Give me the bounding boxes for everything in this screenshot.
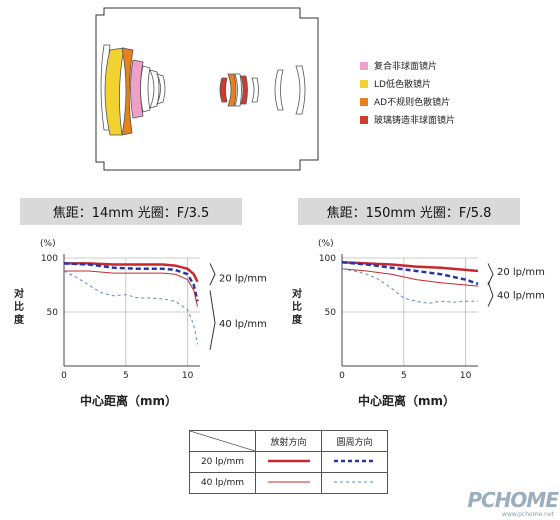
right-x-tick-10: 10: [460, 371, 472, 381]
right-x-tick-0: 0: [339, 371, 345, 381]
lens-legend-ld: LD低色散镜片: [360, 77, 431, 90]
right-bracket-20lp: [487, 263, 494, 286]
lens-barrel-outline: [95, 7, 319, 171]
right-series-1: [341, 261, 479, 286]
left-y-tick-100: 100: [41, 254, 58, 264]
right-y-tick-100: 100: [319, 254, 336, 264]
left-x-tick-5: 5: [123, 371, 129, 381]
left-x-axis-title: 中心距离（mm）: [80, 394, 178, 408]
left-x-tick-0: 0: [61, 371, 67, 381]
pchome-watermark-url: www.pchome.net: [502, 511, 554, 518]
lens-legend-ad: AD不规则色散镜片: [360, 95, 450, 108]
legend-header-meridional: 圆周方向: [321, 430, 388, 452]
left-chart-title: 焦距：14mm 光圈：F/3.5: [20, 198, 242, 225]
lens-cross-section-diagram: [95, 7, 319, 171]
yellow-swatch-icon: [360, 79, 368, 88]
legend-row-20lp: 20 lp/mm: [189, 451, 256, 473]
legend-20lp-sagittal-swatch: [255, 451, 322, 473]
middle-lens-group: [219, 73, 259, 107]
left-series-0: [64, 262, 199, 283]
right-bracket-40lp: [487, 281, 494, 307]
right-x-axis-title: 中心距离（mm）: [358, 394, 456, 408]
line-style-legend-table: 放射方向 圆周方向 20 lp/mm 40 lp/mm: [189, 430, 388, 494]
legend-20lp-meridional-swatch: [321, 451, 388, 473]
mtf-charts: (%) 50 100 0 5 10 20 lp/mm 40 lp/mm (%) 50 100 0 5 10…: [40, 239, 545, 381]
legend-40lp-sagittal-swatch: [255, 472, 322, 494]
lens-legend-glass-molded: 玻璃铸造非球面镜片: [360, 113, 455, 126]
right-x-tick-5: 5: [401, 371, 407, 381]
right-series-3: [341, 268, 478, 304]
orange-swatch-icon: [360, 97, 368, 106]
pchome-watermark: PCHOME: [467, 488, 559, 512]
left-bracket-20lp: [209, 263, 216, 286]
right-y-axis-title: 对比度: [292, 289, 302, 326]
left-x-tick-10: 10: [182, 371, 194, 381]
left-label-40lp: 40 lp/mm: [219, 319, 267, 330]
left-y-unit: (%): [40, 239, 56, 249]
front-lens-group: [100, 44, 166, 136]
legend-corner-cell: [189, 430, 256, 452]
right-y-tick-50: 50: [325, 308, 337, 318]
left-bracket-40lp: [209, 290, 216, 350]
left-y-axis-title: 对比度: [14, 289, 24, 326]
right-series-2: [341, 268, 479, 287]
left-y-tick-50: 50: [47, 308, 59, 318]
left-series-1: [63, 262, 199, 302]
rear-lens-group: [274, 65, 306, 115]
right-label-20lp: 20 lp/mm: [497, 267, 545, 278]
right-chart-title: 焦距：150mm 光圈：F/5.8: [298, 198, 520, 225]
lens-legend-aspherical: 复合非球面镜片: [360, 59, 437, 72]
legend-header-sagittal: 放射方向: [255, 430, 322, 452]
legend-row-40lp: 40 lp/mm: [189, 472, 256, 494]
right-label-40lp: 40 lp/mm: [497, 291, 545, 302]
left-series-3: [63, 270, 198, 345]
right-y-unit: (%): [318, 239, 334, 249]
pink-swatch-icon: [360, 61, 368, 70]
red-swatch-icon: [360, 115, 368, 124]
left-series-2: [64, 270, 198, 307]
legend-40lp-meridional-swatch: [321, 472, 388, 494]
left-label-20lp: 20 lp/mm: [219, 273, 267, 284]
